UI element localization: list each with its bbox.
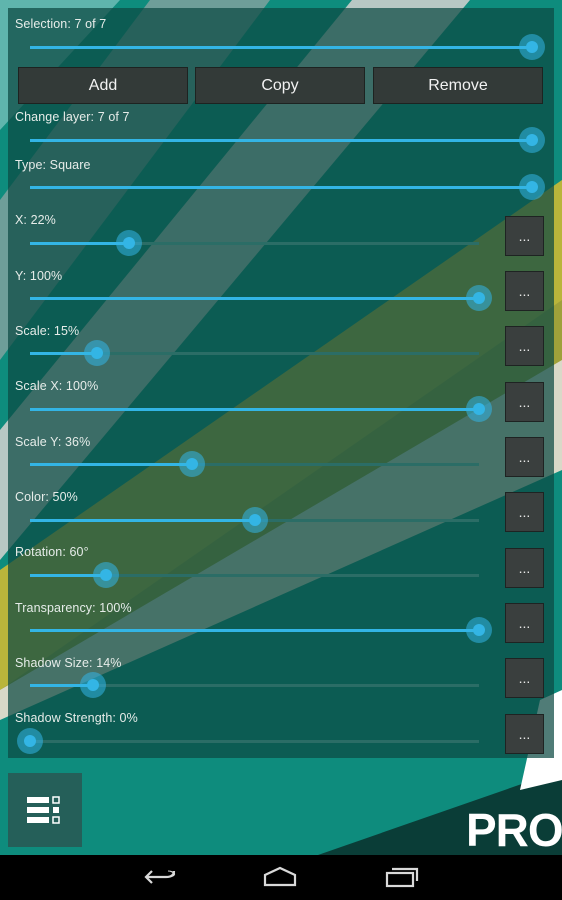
change-layer-slider[interactable] [30, 127, 545, 153]
y-label: Y: 100% [15, 269, 63, 283]
slider-thumb[interactable] [241, 507, 268, 533]
x-more-button[interactable]: ... [505, 216, 544, 256]
slider-fill [30, 139, 532, 142]
slider-thumb[interactable] [178, 451, 205, 477]
scale-more-button[interactable]: ... [505, 326, 544, 366]
slider-fill [30, 519, 255, 522]
scale-x-label: Scale X: 100% [15, 379, 99, 393]
color-slider[interactable] [30, 507, 479, 533]
recent-apps-icon[interactable] [384, 865, 420, 889]
scale-y-slider[interactable] [30, 451, 479, 477]
y-slider[interactable] [30, 285, 492, 311]
selection-label: Selection: 7 of 7 [15, 17, 107, 31]
slider-thumb[interactable] [93, 562, 120, 588]
color-label: Color: 50% [15, 490, 78, 504]
change-layer-label: Change layer: 7 of 7 [15, 110, 130, 124]
back-arrow-icon[interactable] [142, 865, 178, 889]
slider-fill [30, 684, 93, 687]
transparency-more-button[interactable]: ... [505, 603, 544, 643]
slider-fill [30, 574, 107, 577]
color-more-button[interactable]: ... [505, 492, 544, 532]
slider-thumb[interactable] [115, 230, 142, 256]
list-menu-icon [27, 796, 60, 824]
slider-thumb[interactable] [466, 285, 492, 311]
shadow-size-more-button[interactable]: ... [505, 658, 544, 698]
slider-fill [30, 242, 129, 245]
transparency-label: Transparency: 100% [15, 601, 132, 615]
slider-thumb[interactable] [466, 617, 492, 643]
add-button[interactable]: Add [18, 67, 188, 104]
x-slider[interactable] [30, 230, 479, 256]
slider-thumb[interactable] [17, 728, 43, 754]
slider-fill [30, 629, 479, 632]
scale-label: Scale: 15% [15, 324, 80, 338]
shadow-size-slider[interactable] [30, 672, 479, 698]
slider-thumb[interactable] [519, 174, 545, 200]
shadow-strength-label: Shadow Strength: 0% [15, 711, 138, 725]
type-label: Type: Square [15, 158, 91, 172]
transparency-slider[interactable] [30, 617, 492, 643]
copy-button[interactable]: Copy [195, 67, 365, 104]
slider-fill [30, 352, 98, 355]
menu-button[interactable] [8, 773, 82, 847]
slider-fill [30, 46, 532, 49]
slider-thumb[interactable] [519, 34, 545, 60]
slider-fill [30, 186, 532, 189]
y-more-button[interactable]: ... [505, 271, 544, 311]
slider-thumb[interactable] [519, 127, 545, 153]
remove-button[interactable]: Remove [373, 67, 543, 104]
x-label: X: 22% [15, 213, 56, 227]
scale-x-slider[interactable] [30, 396, 492, 422]
rotation-label: Rotation: 60° [15, 545, 89, 559]
shadow-strength-more-button[interactable]: ... [505, 714, 544, 754]
shadow-size-label: Shadow Size: 14% [15, 656, 122, 670]
pro-badge: PRO [466, 804, 562, 856]
type-slider[interactable] [30, 174, 545, 200]
scale-slider[interactable] [30, 340, 479, 366]
slider-fill [30, 297, 479, 300]
home-icon[interactable] [262, 865, 298, 889]
shadow-strength-slider[interactable] [17, 728, 479, 754]
scale-y-label: Scale Y: 36% [15, 435, 91, 449]
rotation-more-button[interactable]: ... [505, 548, 544, 588]
selection-slider[interactable] [30, 34, 545, 60]
slider-thumb[interactable] [79, 672, 106, 698]
slider-thumb[interactable] [84, 340, 111, 366]
scale-y-more-button[interactable]: ... [505, 437, 544, 477]
slider-fill [30, 463, 192, 466]
slider-fill [30, 408, 479, 411]
scale-x-more-button[interactable]: ... [505, 382, 544, 422]
slider-thumb[interactable] [466, 396, 492, 422]
rotation-slider[interactable] [30, 562, 479, 588]
controls-panel: Selection: 7 of 7 Add Copy Remove Change… [8, 8, 554, 758]
navigation-bar [0, 855, 562, 900]
